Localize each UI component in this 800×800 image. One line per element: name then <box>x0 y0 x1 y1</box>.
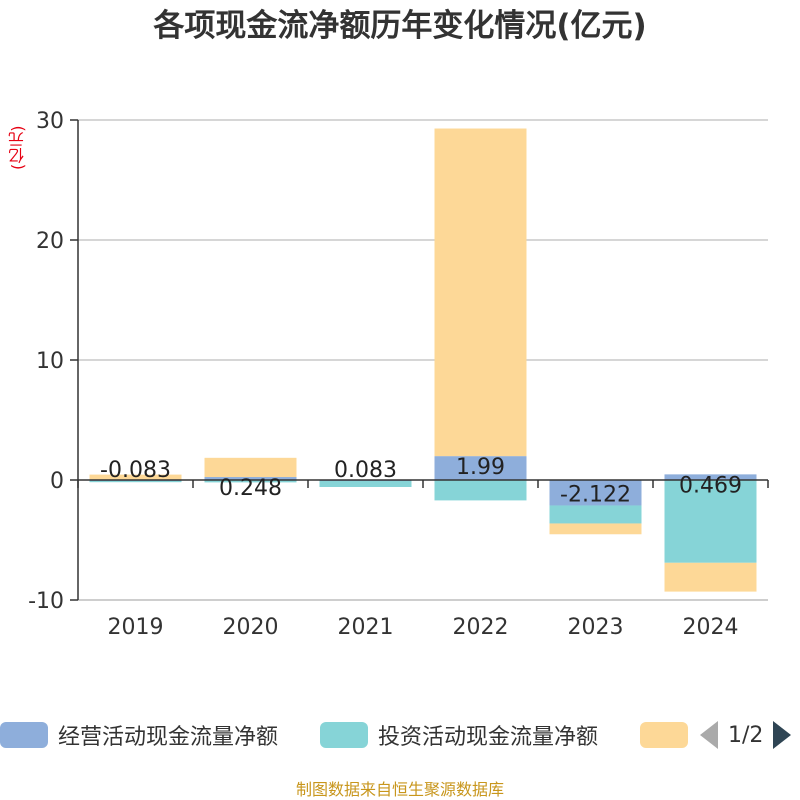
bar-segment-2019-series-2 <box>89 480 182 483</box>
data-label: -2.122 <box>560 482 631 507</box>
data-label: -0.083 <box>100 458 171 483</box>
legend-item-operating[interactable]: 经营活动现金流量净额 <box>0 718 278 752</box>
bar-segment-2023-series-1 <box>549 480 642 506</box>
x-tick-label: 2023 <box>568 615 624 640</box>
legend: 经营活动现金流量净额 投资活动现金流量净额 1/2 <box>0 712 800 758</box>
y-tick-label: -10 <box>28 589 64 614</box>
legend-swatch-financing <box>640 722 688 748</box>
bar-segment-2024-series-2 <box>664 480 757 563</box>
y-tick-label: 30 <box>36 109 64 134</box>
bar-segment-2024-series-3 <box>664 562 757 592</box>
bar-segment-2023-series-2 <box>549 505 642 524</box>
y-tick-label: 0 <box>50 469 64 494</box>
bar-segment-2023-series-3 <box>549 523 642 535</box>
bar-segment-2022-series-3 <box>434 128 527 457</box>
bar-segment-2022-series-1 <box>434 456 527 480</box>
bar-segment-2021-series-2 <box>319 480 412 487</box>
legend-label-investing: 投资活动现金流量净额 <box>378 725 599 750</box>
data-label: 0.083 <box>334 458 397 483</box>
legend-item-investing[interactable]: 投资活动现金流量净额 <box>320 718 598 752</box>
legend-prev-icon[interactable] <box>700 721 718 749</box>
bar-segment-2020-series-3 <box>204 457 297 478</box>
x-tick-label: 2020 <box>223 615 279 640</box>
data-label: 0.248 <box>219 476 282 501</box>
x-tick-label: 2022 <box>453 615 509 640</box>
x-tick-label: 2021 <box>338 615 394 640</box>
legend-next-icon[interactable] <box>773 721 792 749</box>
legend-item-financing[interactable] <box>640 718 688 752</box>
data-label: 1.99 <box>456 455 505 480</box>
bar-segment-2019-series-3 <box>89 474 182 480</box>
legend-label-operating: 经营活动现金流量净额 <box>58 725 279 750</box>
legend-page-indicator: 1/2 <box>728 722 764 748</box>
bar-segment-2022-series-2 <box>434 480 527 501</box>
x-tick-label: 2024 <box>683 615 739 640</box>
legend-swatch-operating <box>0 722 48 748</box>
data-source-note: 制图数据来自恒生聚源数据库 <box>295 780 504 799</box>
legend-swatch-investing <box>320 722 368 748</box>
x-tick-label: 2019 <box>108 615 164 640</box>
y-tick-label: 20 <box>36 229 64 254</box>
y-tick-label: 10 <box>36 349 64 374</box>
chart-title: 各项现金流净额历年变化情况(亿元) <box>153 8 647 44</box>
data-label: 0.469 <box>679 473 742 498</box>
bar-segment-2020-series-1 <box>204 477 297 480</box>
bar-chart: -10 0 10 20 30 2019 2020 2021 2022 2023 2024 -0.08… <box>28 109 769 640</box>
bar-segment-2020-series-2 <box>204 480 297 483</box>
bar-segment-2024-series-1 <box>664 474 757 480</box>
legend-pager: 1/2 <box>700 718 792 752</box>
